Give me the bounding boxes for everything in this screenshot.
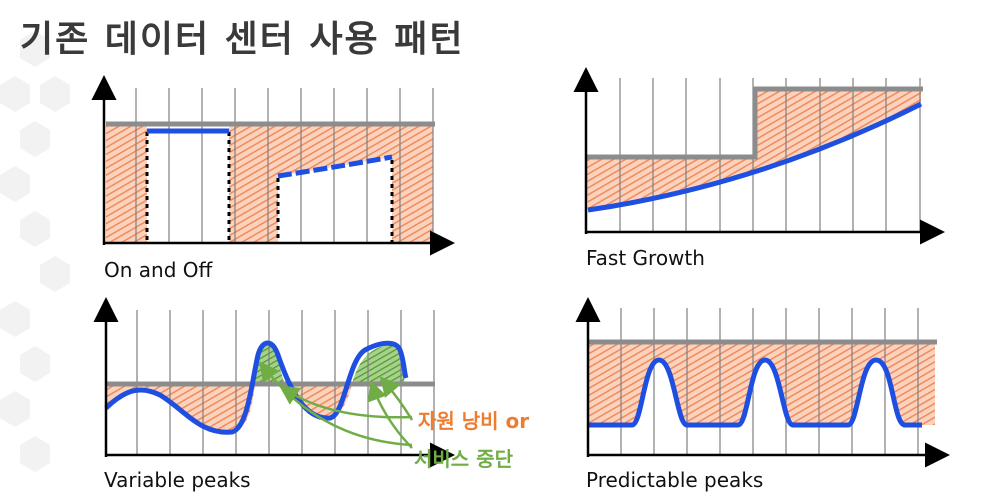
label-on-and-off: On and Off bbox=[104, 258, 213, 282]
label-fast-growth: Fast Growth bbox=[586, 246, 705, 270]
usage-curve bbox=[587, 101, 923, 213]
label-variable-peaks: Variable peaks bbox=[104, 468, 251, 492]
usage-curve bbox=[277, 154, 393, 179]
on-off-boundaries bbox=[145, 132, 394, 243]
panel-variable-peaks bbox=[93, 297, 455, 468]
panel-on-and-off bbox=[91, 75, 455, 256]
callout-connectors bbox=[258, 361, 414, 449]
panel-fast-growth bbox=[573, 67, 945, 245]
waste-area bbox=[586, 89, 921, 210]
usage-curve bbox=[104, 340, 409, 435]
usage-curve bbox=[588, 357, 922, 428]
waste-area bbox=[106, 124, 433, 243]
grid-lines bbox=[620, 308, 919, 455]
slide-title: 기존 데이터 센터 사용 패턴 bbox=[20, 19, 465, 60]
panel-predictable-peaks bbox=[575, 297, 950, 468]
callout-service-outage: 서비스 중단 bbox=[414, 447, 513, 471]
waste-area bbox=[588, 342, 935, 425]
capacity-line bbox=[586, 86, 923, 160]
background-hex-pattern bbox=[0, 31, 70, 472]
label-predictable-peaks: Predictable peaks bbox=[586, 468, 764, 492]
callout-resource-waste: 자원 낭비 or bbox=[418, 409, 530, 433]
